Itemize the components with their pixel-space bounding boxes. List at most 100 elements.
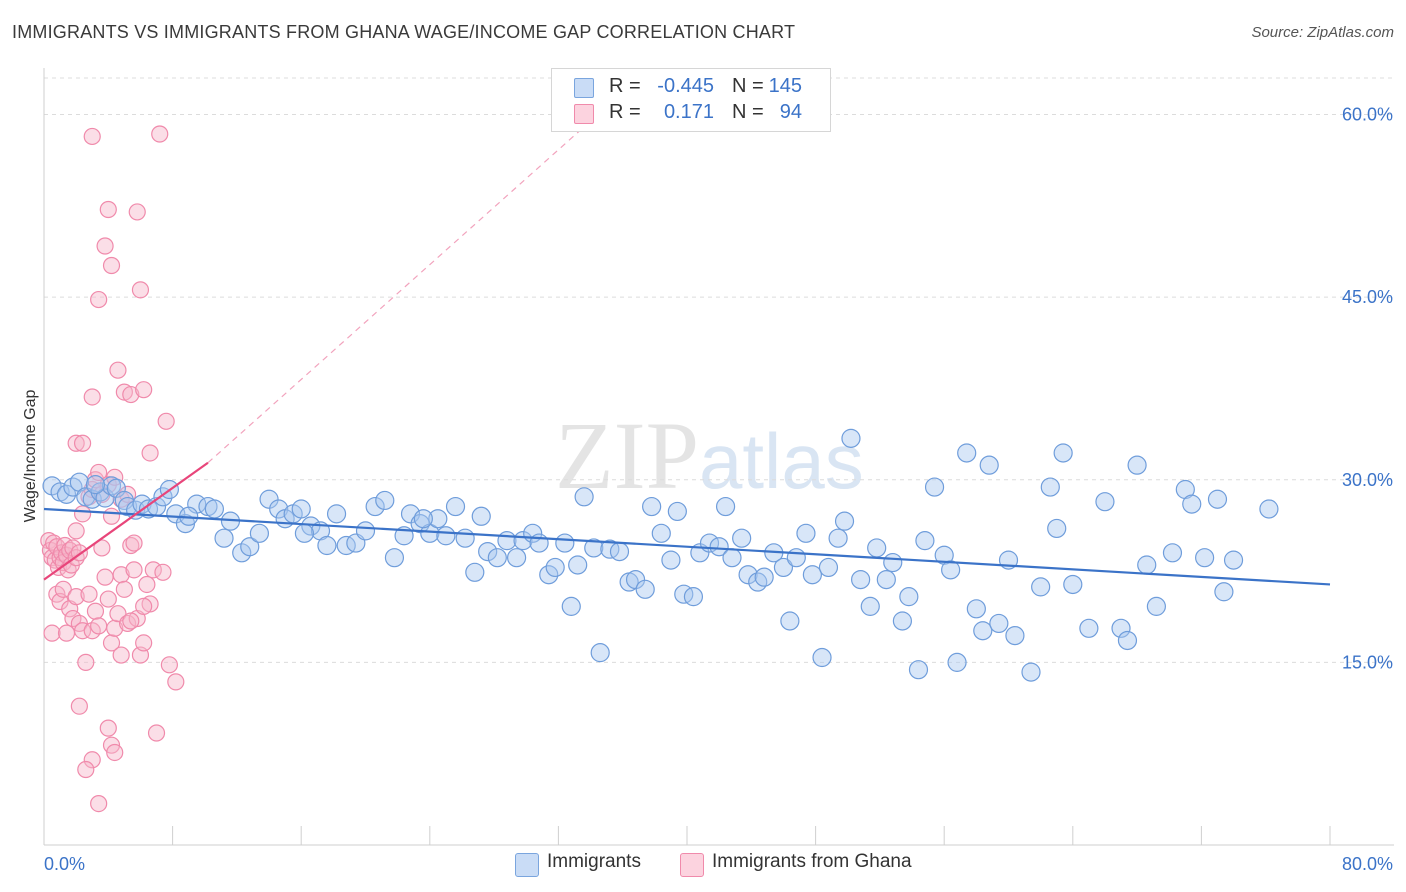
point-ghana [102,507,121,525]
point-immigrants [841,428,861,448]
point-immigrants [326,504,347,524]
point-immigrants [497,531,517,551]
point-ghana [77,760,95,779]
point-ghana [118,614,137,633]
point-immigrants [973,621,993,641]
point-immigrants [138,499,159,519]
point-ghana [73,434,92,452]
point-immigrants [294,523,315,543]
point-ghana [83,388,101,406]
point-immigrants [732,528,752,548]
point-immigrants [1031,577,1051,597]
point-ghana [99,200,117,219]
point-immigrants [966,599,986,619]
r-value: 0.171 [663,101,714,123]
series-immigrants-points [42,428,1279,682]
point-immigrants [584,538,604,558]
point-immigrants [1223,550,1244,570]
point-ghana [73,622,92,640]
point-immigrants [661,550,681,570]
legend-swatch-immigrants [515,853,539,877]
y-axis-label: Wage/Income Gap [22,390,39,523]
point-immigrants [818,557,839,578]
point-immigrants [773,557,794,578]
point-immigrants [413,509,433,529]
point-immigrants [375,490,395,511]
point-immigrants [465,562,485,582]
point-ghana [73,505,92,523]
point-immigrants [892,611,913,631]
point-ghana [90,795,108,813]
point-ghana [128,203,146,221]
point-ghana [131,281,150,299]
point-immigrants [436,526,456,546]
point-immigrants [941,560,961,580]
grid [44,77,1394,663]
point-immigrants [445,496,466,517]
point-immigrants [642,496,662,517]
point-ghana [106,743,124,762]
point-immigrants [471,506,491,526]
point-ghana [96,568,114,586]
point-immigrants [979,455,999,475]
point-immigrants [1137,555,1157,575]
point-immigrants [989,613,1009,634]
trend-lines [43,77,1331,586]
point-ghana [125,561,143,579]
point-ghana [167,673,185,691]
point-ghana [90,463,108,482]
point-immigrants [1195,548,1215,568]
point-immigrants [883,552,903,573]
point-immigrants [539,565,559,585]
point-ghana [135,381,153,399]
watermark: ZIPatlas [555,400,864,511]
point-immigrants [545,557,565,578]
point-immigrants [428,509,448,529]
y-tick-label: 45.0% [1342,287,1393,307]
n-value: 94 [779,101,802,123]
point-ghana [83,751,101,769]
point-immigrants [574,487,594,507]
axes [43,68,1394,846]
point-ghana [157,412,175,430]
point-immigrants [828,528,848,548]
point-ghana [43,624,61,642]
point-immigrants [507,548,527,568]
point-ghana [122,612,140,630]
point-immigrants [1047,518,1067,539]
point-immigrants [1053,443,1073,463]
point-immigrants [85,475,106,495]
legend-swatch-ghana [574,104,594,124]
point-immigrants [365,496,385,517]
point-ghana [90,290,108,309]
point-immigrants [214,528,234,548]
point-ghana [112,646,130,664]
trend-ghana-solid [43,461,209,581]
point-immigrants [915,531,935,551]
watermark-atlas: atlas [699,417,864,505]
point-immigrants [802,565,822,585]
point-ghana [96,237,114,255]
point-immigrants [1259,499,1279,519]
x-tick-label-min: 0.0% [44,854,85,874]
point-immigrants [738,565,758,585]
point-immigrants [1207,489,1228,509]
point-ghana [70,697,88,715]
tick-labels: 15.0% 30.0% 45.0% 60.0% 0.0% 80.0% [44,105,1393,874]
trend-ghana-dashed [207,77,640,464]
point-ghana [83,127,101,146]
point-ghana [67,588,85,606]
point-ghana [86,602,105,620]
y-tick-label: 15.0% [1342,652,1393,672]
point-immigrants [249,523,270,543]
point-immigrants [1111,618,1131,638]
point-immigrants [561,596,581,616]
point-ghana [67,434,85,452]
point-immigrants [487,548,507,568]
point-immigrants [384,548,405,568]
point-ghana [160,656,178,674]
point-ghana [141,444,159,462]
point-immigrants [786,548,806,568]
point-ghana [106,619,124,637]
point-immigrants [715,496,736,517]
